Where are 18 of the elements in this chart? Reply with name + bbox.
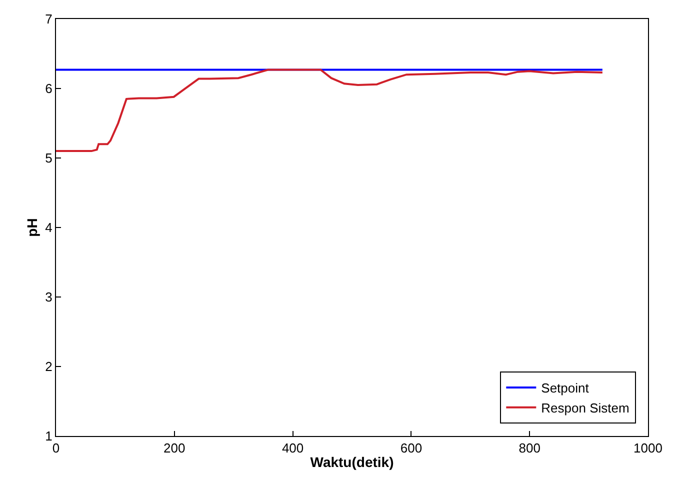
x-axis-title: Waktu(detik) xyxy=(310,454,394,470)
y-axis-title: pH xyxy=(24,218,40,237)
y-tick-label: 4 xyxy=(45,220,52,236)
x-tick-label: 1000 xyxy=(634,440,662,456)
x-tick-label: 400 xyxy=(282,440,304,456)
y-tick-label: 1 xyxy=(45,428,52,444)
legend-label: Respon Sistem xyxy=(541,400,630,416)
y-tick-label: 3 xyxy=(45,290,52,305)
y-tick-label: 2 xyxy=(45,359,52,374)
line-series xyxy=(56,68,604,152)
y-tick-label: 6 xyxy=(45,81,52,96)
y-tick-label: 7 xyxy=(45,12,52,27)
x-tick-label: 800 xyxy=(518,440,540,456)
legend-label: Setpoint xyxy=(541,380,590,396)
y-tick-label: 5 xyxy=(45,150,52,166)
x-tick-label: 600 xyxy=(400,440,422,456)
x-tick-label: 0 xyxy=(52,440,60,456)
x-tick-label: 200 xyxy=(164,440,186,456)
